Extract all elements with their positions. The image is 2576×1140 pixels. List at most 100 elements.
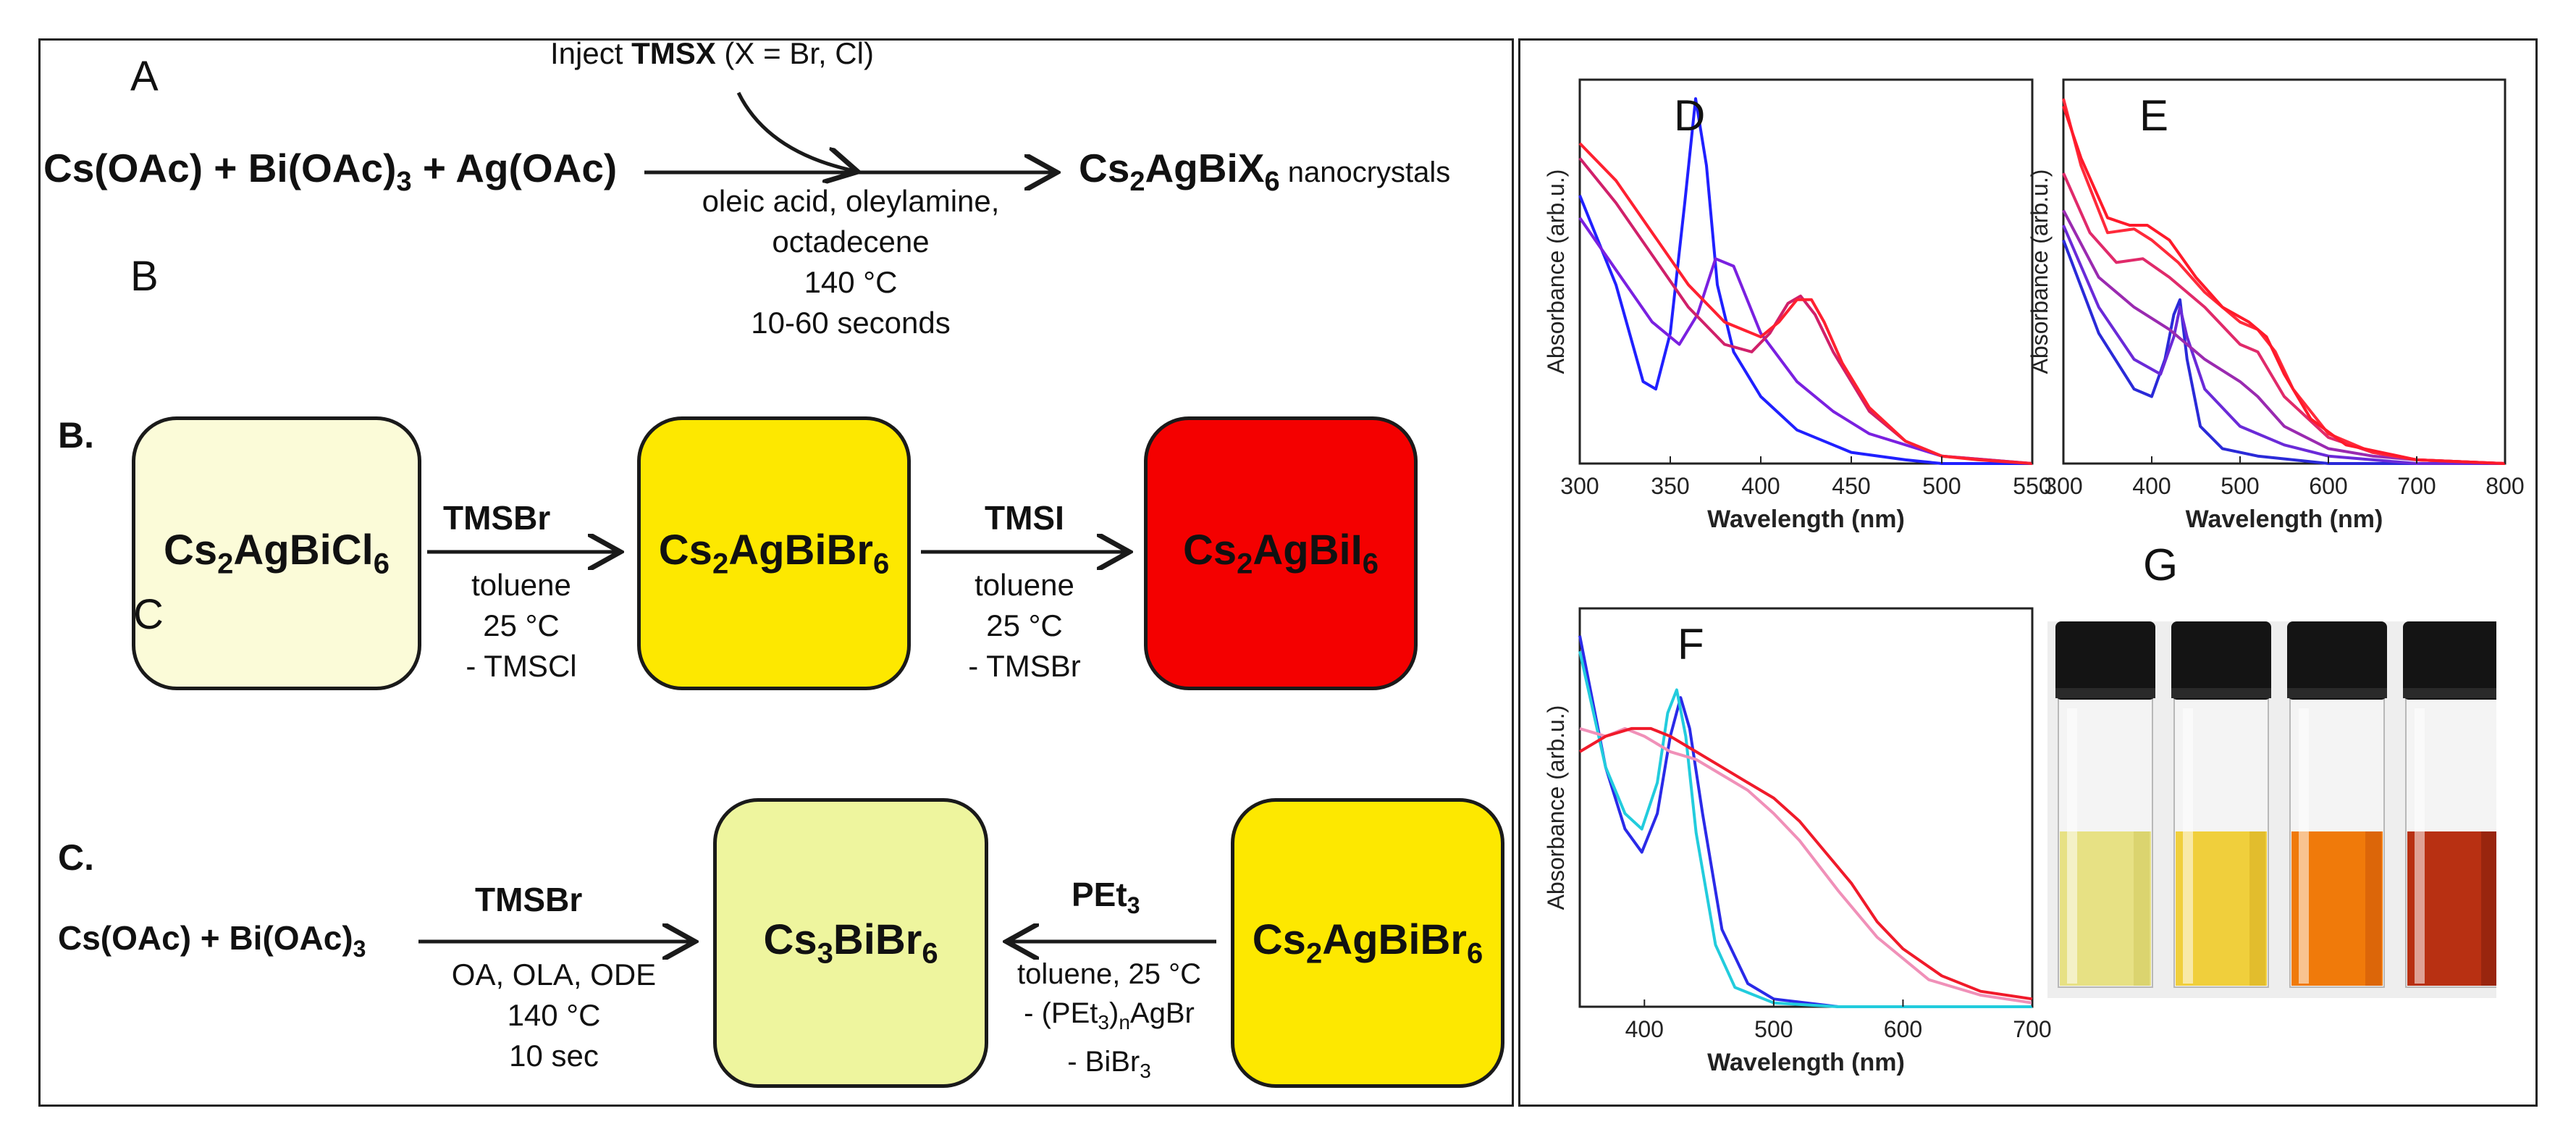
condition-line: toluene [975,568,1074,602]
vial-cap [2055,621,2155,700]
b-step2-reagent: TMSI [985,499,1064,537]
x-tick-label: 400 [1741,473,1780,499]
product-sub1: 2 [1129,167,1145,197]
vial-cap [2287,621,2387,700]
x-tick-label: 600 [1884,1016,1922,1042]
c-step2-reagent: PEt3 [1072,876,1140,919]
reaction-c-reagents: Cs(OAc) + Bi(OAc)3 [58,918,366,963]
x-tick-label: 500 [1922,473,1961,499]
inject-suffix: (X = Br, Cl) [715,36,874,70]
vial-glare [2299,708,2309,984]
y-axis-label: Absorbance (arb.u.) [2026,169,2053,374]
condition-line: 140 °C [804,265,898,299]
box-cs2agbii6: Cs2AgBiI6 [1144,416,1418,690]
vial-liquid-shade [2481,831,2496,986]
series-line-mixed-2 [2062,209,2506,465]
panel-b-label: B. [58,415,94,456]
x-tick-label: 400 [1625,1016,1664,1042]
vial-cap-rim [2287,688,2387,698]
condition-line: toluene, 25 °C [1017,958,1201,990]
box-cs2agbicl6: Cs2AgBiCl6 [132,416,421,690]
vial-cap [2171,621,2271,700]
condition-line: 10 sec [509,1039,599,1073]
product-cs: Cs [1079,146,1130,190]
box-formula: Cs2AgBiBr6 [1252,916,1483,970]
x-tick-label: 500 [2221,473,2259,499]
b-step2-conditions: toluene 25 °C - TMSBr [927,565,1122,687]
x-tick-label: 400 [2132,473,2171,499]
panel-letter: F [1678,620,1704,669]
panel-g-letter: G [2143,540,2179,590]
panel-c-label: C. [58,837,94,878]
box-formula: Cs2AgBiI6 [1182,527,1379,580]
chart-f: 400 500 600 700 Wavelength (nm) Absorbance (a… [1543,607,2052,1076]
series-line-mixed-2 [1578,157,2033,465]
chart-e: 300 400 500 600 700 800 Wavelength (nm) Absorba… [2026,78,2525,533]
series-line-Cs2AgBiCl6 [1578,97,2032,465]
x-tick-label: 800 [2485,473,2524,499]
vial-liquid-shade [2134,831,2150,986]
c-step1-conditions: OA, OLA, ODE 140 °C 10 sec [420,955,688,1076]
plot-frame [2062,78,2506,465]
condition-line: 140 °C [507,998,601,1032]
panel-letter: D [1674,91,1705,140]
box-cs3bibr6: Cs3BiBr6 [713,798,988,1088]
reaction-a-product: Cs2AgBiX6 nanocrystals [1079,145,1450,198]
y-axis-label: Absorbance (arb.u.) [1543,169,1569,374]
reaction-a-conditions: oleic acid, oleylamine, octadecene 140 °… [652,181,1050,343]
series-line-mixed-1 [1578,217,2033,465]
inject-label: Inject TMSX (X = Br, Cl) [550,36,874,71]
box-formula: Cs2AgBiCl6 [164,527,390,580]
series-line-Cs2AgBiI6-b [2062,105,2506,465]
reagent-text-2: + Ag(OAc) [411,146,618,190]
reagent-sub: 3 [396,167,412,197]
plot-frame [1578,78,2034,465]
series-line-Cs2AgBiI6-a [2062,98,2506,465]
panel-a-letter: A [130,53,159,100]
condition-line: 25 °C [986,608,1063,642]
vial-cap-rim [2055,688,2155,698]
vial-glare [2067,708,2077,984]
vial-cap-rim [2171,688,2271,698]
b-step1-reagent: TMSBr [443,499,551,537]
x-axis-label: Wavelength (nm) [1707,506,1905,533]
series-line-Cs2AgBiBr6 [1578,635,2032,1008]
x-tick-label: 550 [2013,473,2051,499]
chart-d: 300 350 400 450 500 550 Wavelength (nm) Absorba… [1543,78,2052,533]
reagent-sub: 3 [353,936,366,963]
series-line-mixed-1 [2062,225,2505,465]
x-axis-label: Wavelength (nm) [1707,1049,1905,1076]
series-line-Cs3BiBr6 [1578,650,2032,1008]
x-tick-label: 450 [1832,473,1870,499]
c-step2-conditions: toluene, 25 °C - (PEt3)nAgBr - BiBr3 [993,955,1225,1091]
condition-line: 10-60 seconds [751,306,951,340]
reagent-text: Cs(OAc) + Bi(OAc) [43,146,397,190]
vial [2287,621,2387,988]
vial-cap [2403,621,2496,700]
box-cs2agbibr6: Cs2AgBiBr6 [637,416,911,690]
vials-photo [2047,621,2496,998]
y-axis-label: Absorbance (arb.u.) [1543,705,1569,910]
condition-line: octadecene [772,225,930,259]
condition-line: - TMSCl [466,649,577,683]
product-agbix: AgBiX [1145,146,1265,190]
series-line-Cs2AgBiBr6 [2062,239,2505,465]
plot-frame [1578,607,2034,1008]
x-tick-label: 350 [1651,473,1689,499]
condition-line: - (PEt3)nAgBr [1024,997,1195,1034]
box-formula: Cs3BiBr6 [763,916,938,970]
vial-glare [2183,708,2193,984]
vial [2171,621,2271,988]
vial-liquid-shade [2365,831,2381,986]
x-tick-label: 600 [2309,473,2347,499]
reaction-a-reagents: Cs(OAc) + Bi(OAc)3 + Ag(OAc) [43,145,617,198]
vial-cap-rim [2403,688,2496,698]
b-step1-conditions: toluene 25 °C - TMSCl [427,565,615,687]
reagent-text: Cs(OAc) + Bi(OAc) [58,919,353,957]
panel-b-letter: B [130,253,159,300]
product-suffix: nanocrystals [1279,156,1451,188]
condition-line: OA, OLA, ODE [451,957,657,992]
x-tick-label: 500 [1754,1016,1793,1042]
series-line-red [1578,726,2033,1001]
vial-liquid-shade [2249,831,2265,986]
